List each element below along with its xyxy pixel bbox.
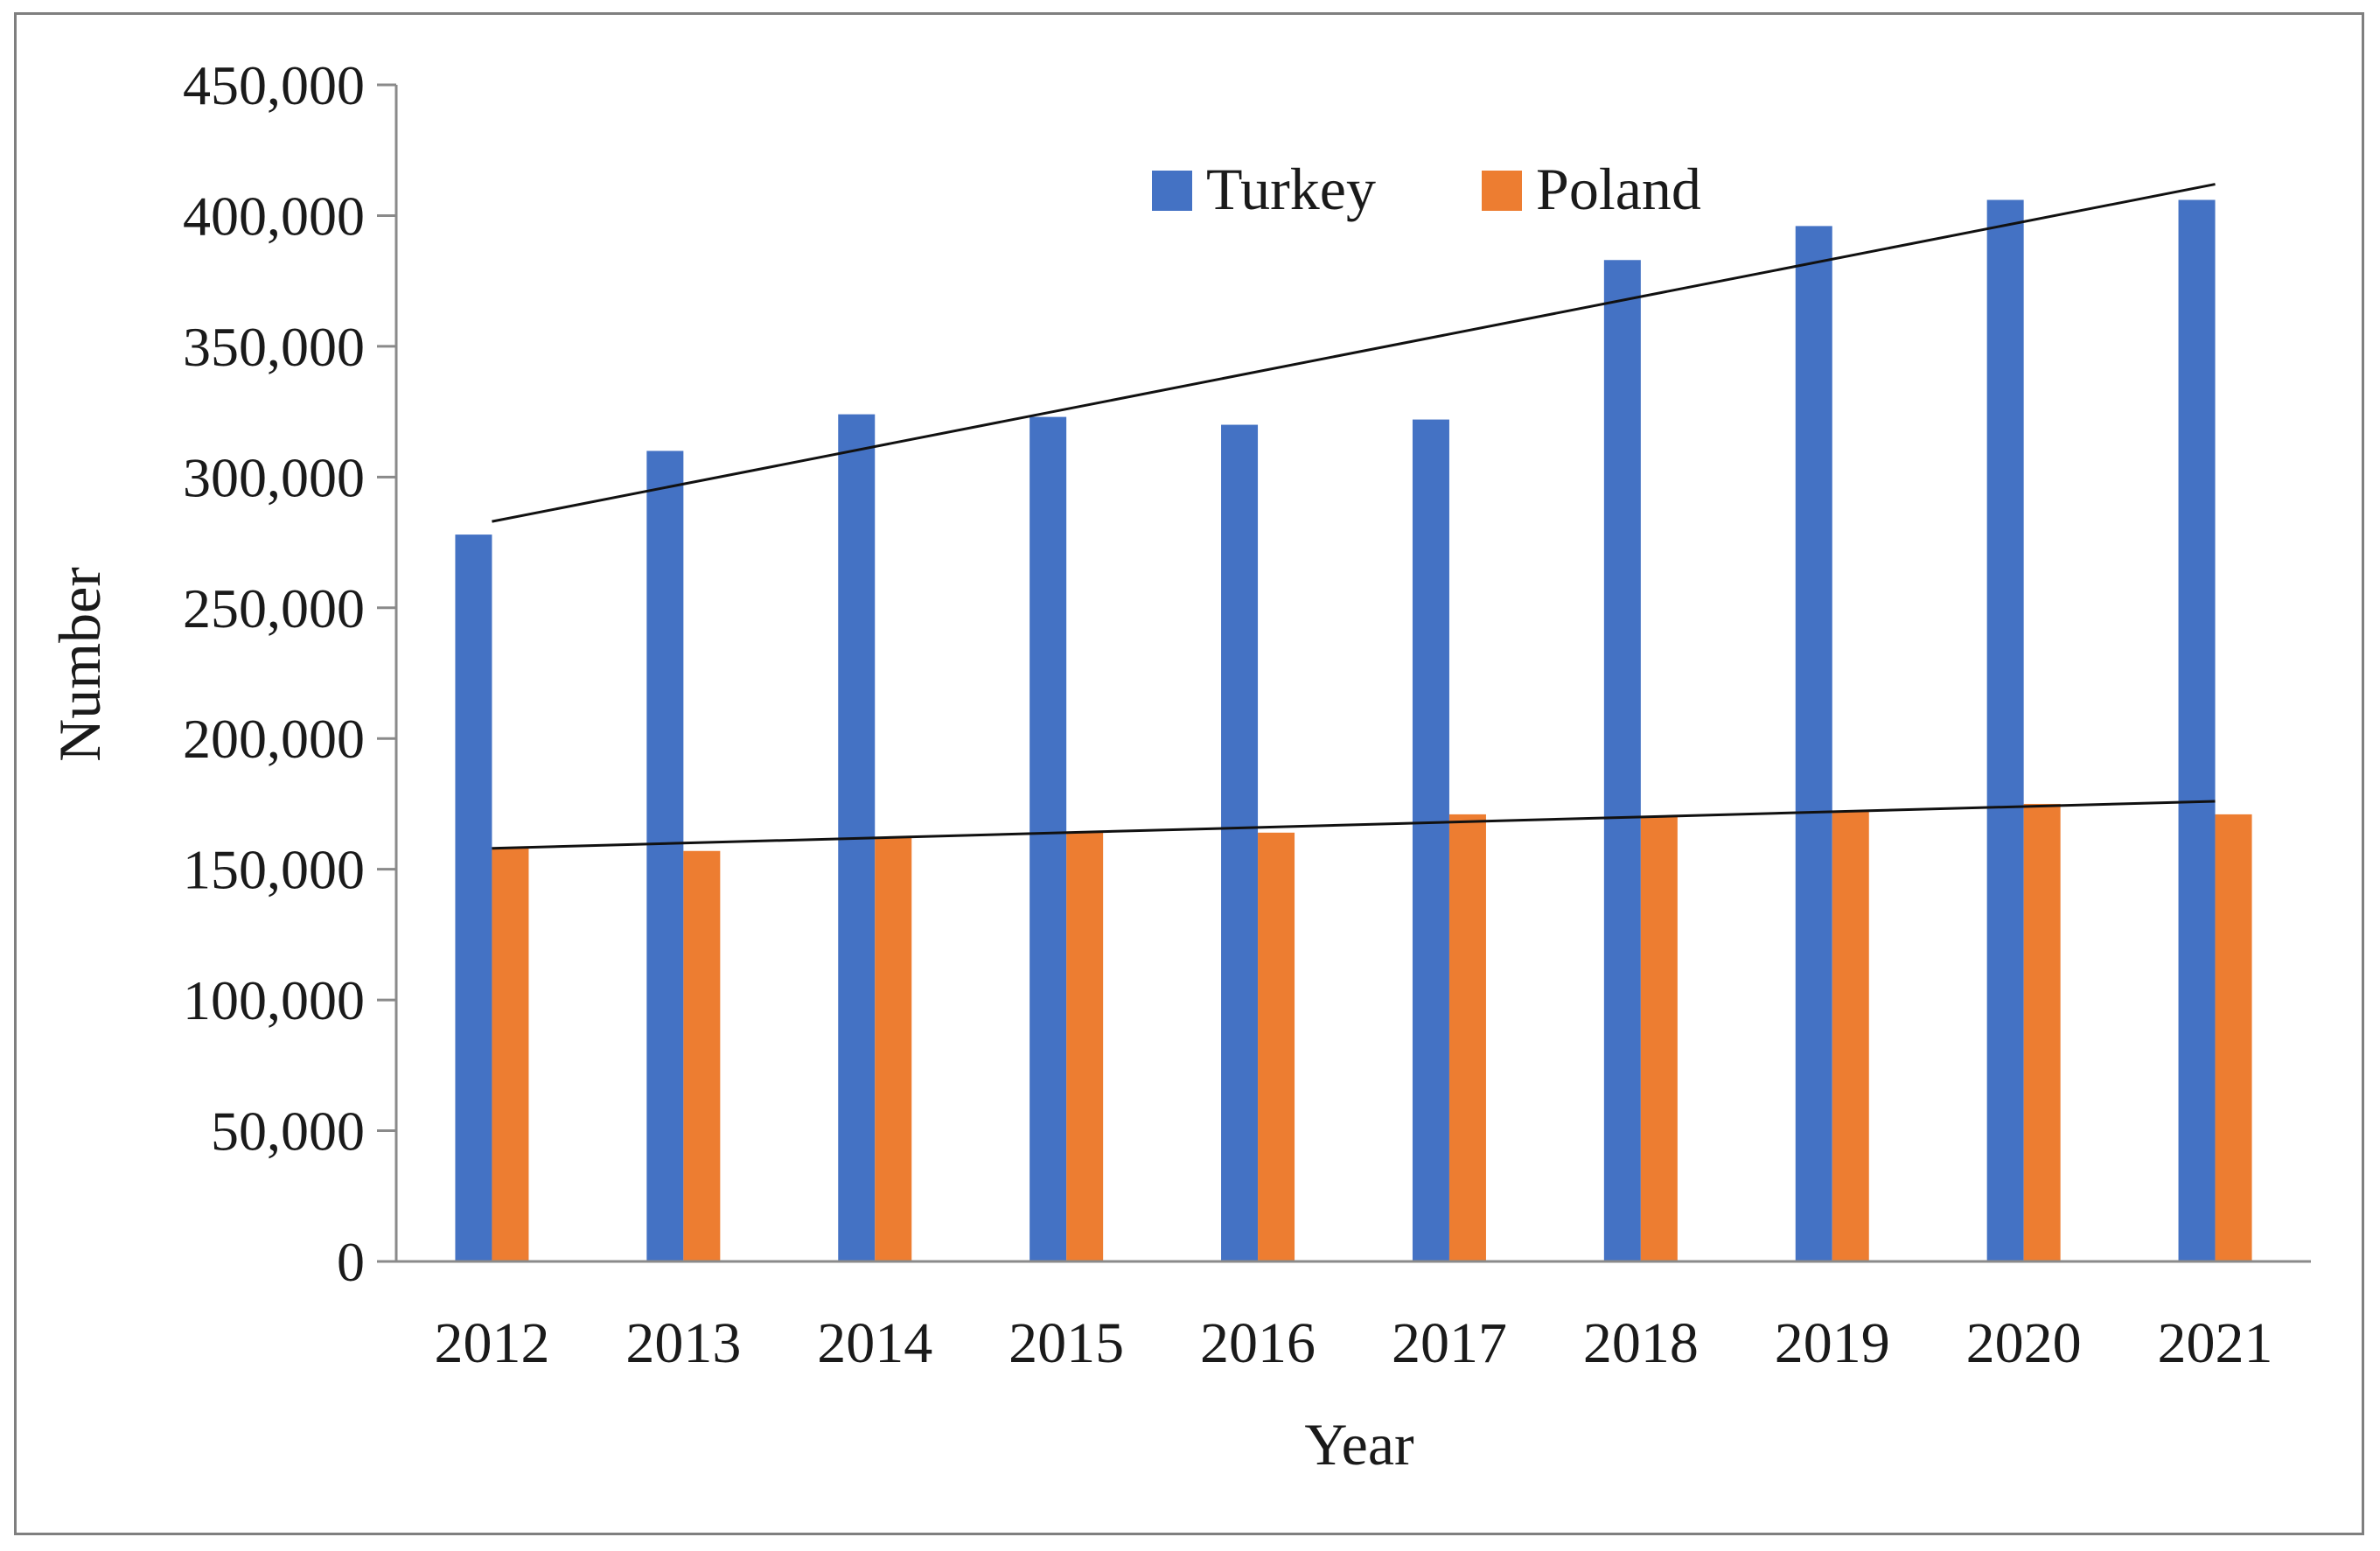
x-tick-label: 2014 bbox=[817, 1311, 932, 1375]
x-tick-label: 2018 bbox=[1583, 1311, 1699, 1375]
bar-turkey-2019 bbox=[1795, 226, 1832, 1261]
x-axis-ticks: 2012 2013 2014 2015 2016 2017 2018 2019 2020 2021 bbox=[434, 1311, 2272, 1375]
x-tick-label: 2015 bbox=[1009, 1311, 1124, 1375]
bar-turkey-2013 bbox=[646, 451, 684, 1261]
legend-swatch-turkey bbox=[1152, 171, 1192, 211]
x-tick-label: 2013 bbox=[625, 1311, 741, 1375]
x-tick-label: 2020 bbox=[1966, 1311, 2082, 1375]
bar-poland-2020 bbox=[2023, 803, 2061, 1261]
y-tick-label: 400,000 bbox=[183, 185, 365, 247]
trendline-poland bbox=[492, 800, 2216, 850]
bar-poland-2012 bbox=[492, 848, 529, 1261]
legend: Turkey Poland bbox=[1152, 156, 1701, 222]
y-tick-label: 100,000 bbox=[183, 969, 365, 1031]
bar-poland-2018 bbox=[1640, 816, 1678, 1261]
bar-poland-2013 bbox=[683, 850, 721, 1261]
bar-turkey-2021 bbox=[2178, 199, 2216, 1261]
bar-poland-2019 bbox=[1832, 811, 1869, 1261]
y-tick-label: 0 bbox=[337, 1231, 365, 1293]
x-tick-label: 2021 bbox=[2158, 1311, 2273, 1375]
y-tick-label: 150,000 bbox=[183, 839, 365, 901]
x-axis-title: Year bbox=[1304, 1411, 1414, 1478]
x-tick-label: 2012 bbox=[434, 1311, 549, 1375]
bar-turkey-2018 bbox=[1603, 260, 1641, 1261]
y-tick-label: 300,000 bbox=[183, 446, 365, 508]
y-tick-label: 450,000 bbox=[183, 54, 365, 116]
bar-poland-2021 bbox=[2215, 814, 2252, 1261]
bar-turkey-2012 bbox=[455, 534, 492, 1261]
trendlines bbox=[492, 183, 2216, 850]
bars bbox=[455, 199, 2252, 1262]
bar-turkey-2015 bbox=[1029, 416, 1067, 1262]
y-tick-label: 250,000 bbox=[183, 577, 365, 639]
bar-poland-2017 bbox=[1448, 814, 1486, 1261]
x-tick-label: 2016 bbox=[1200, 1311, 1316, 1375]
bar-turkey-2017 bbox=[1412, 419, 1449, 1262]
y-axis-title: Number bbox=[46, 567, 113, 762]
bar-turkey-2020 bbox=[1986, 199, 2024, 1261]
x-tick-label: 2019 bbox=[1775, 1311, 1890, 1375]
legend-swatch-poland bbox=[1482, 171, 1522, 211]
bar-poland-2015 bbox=[1066, 832, 1104, 1261]
y-tick-label: 50,000 bbox=[211, 1100, 365, 1163]
bar-chart: 0 50,000 100,000 150,000 200,000 250,000 300,0… bbox=[46, 54, 2311, 1478]
bar-poland-2016 bbox=[1258, 832, 1295, 1261]
y-tick-label: 350,000 bbox=[183, 316, 365, 378]
chart-frame: 0 50,000 100,000 150,000 200,000 250,000 300,0… bbox=[14, 12, 2364, 1535]
bar-turkey-2016 bbox=[1221, 424, 1259, 1261]
trendline-turkey bbox=[492, 183, 2216, 523]
y-tick-label: 200,000 bbox=[183, 708, 365, 770]
y-axis-ticks: 0 50,000 100,000 150,000 200,000 250,000 300,0… bbox=[183, 54, 396, 1293]
legend-label-turkey: Turkey bbox=[1206, 156, 1376, 222]
bar-poland-2014 bbox=[875, 837, 912, 1261]
legend-label-poland: Poland bbox=[1536, 156, 1701, 222]
x-tick-label: 2017 bbox=[1392, 1311, 1507, 1375]
